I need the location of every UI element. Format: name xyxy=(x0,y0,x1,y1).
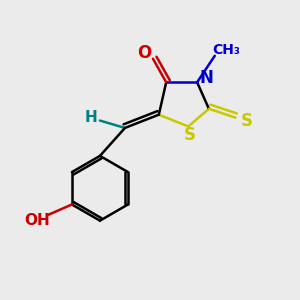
Text: CH₃: CH₃ xyxy=(213,43,241,57)
Text: S: S xyxy=(184,126,196,144)
Text: O: O xyxy=(137,44,151,62)
Text: N: N xyxy=(199,69,213,87)
Text: S: S xyxy=(241,112,253,130)
Text: H: H xyxy=(85,110,98,125)
Text: OH: OH xyxy=(24,213,50,228)
